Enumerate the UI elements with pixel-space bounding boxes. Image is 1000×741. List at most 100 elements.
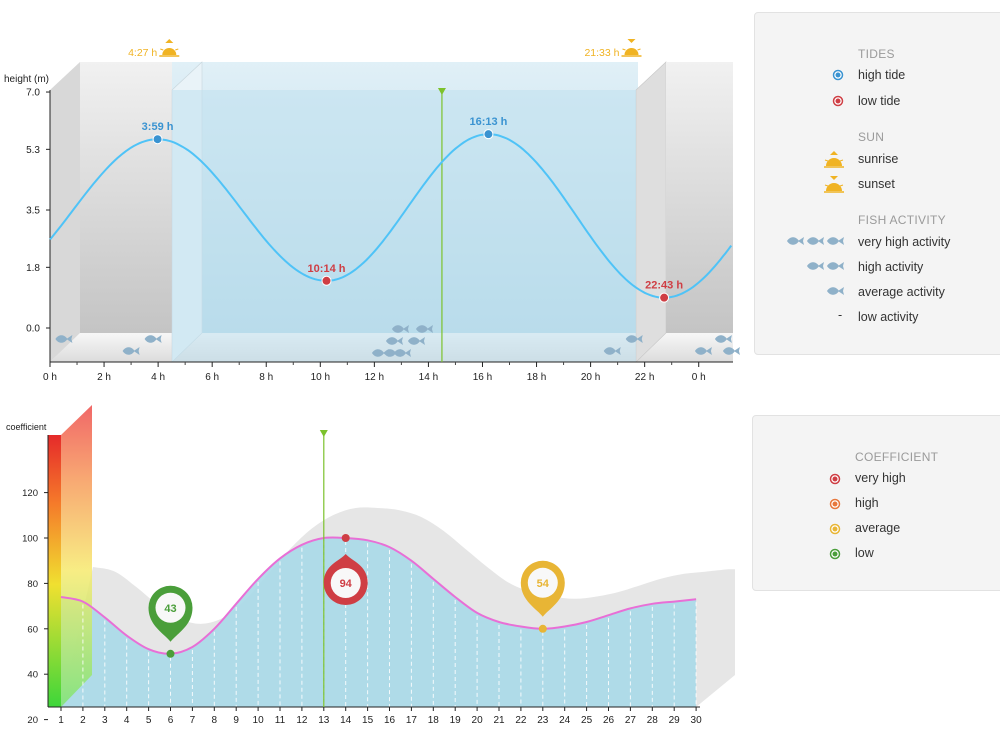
coef-y-tick-label: 80 bbox=[27, 579, 38, 590]
legend-tides-title: TIDES bbox=[858, 47, 895, 61]
very-high-dot-icon bbox=[829, 473, 841, 485]
coef-x-tick-label: 26 bbox=[603, 715, 615, 726]
current-time-arrow bbox=[437, 88, 446, 95]
coefficient-area bbox=[61, 537, 697, 707]
fish-icon bbox=[722, 347, 740, 355]
fish-very-high-icon bbox=[787, 237, 844, 245]
sunrise-icon bbox=[824, 151, 844, 168]
tide-x-tick-label: 22 h bbox=[635, 372, 654, 383]
night-zone-evening-back bbox=[666, 62, 733, 333]
sunset-icon bbox=[621, 39, 642, 57]
coef-pin: 94 bbox=[323, 554, 368, 605]
sunset-marker: 21:33 h bbox=[584, 39, 642, 59]
legend-low-tide: low tide bbox=[858, 94, 901, 108]
high-tide-label: 16:13 h bbox=[469, 116, 507, 128]
legend-very-high: very high bbox=[855, 471, 906, 485]
coef-x-tick-label: 15 bbox=[362, 715, 374, 726]
high-tide-point bbox=[483, 129, 494, 140]
night-zone-evening bbox=[635, 61, 667, 363]
fish-icon bbox=[55, 335, 73, 343]
tide-y-tick-label: 7.0 bbox=[26, 88, 40, 99]
coef-x-tick-label: 30 bbox=[691, 715, 703, 726]
coef-x-tick-label: 5 bbox=[146, 715, 152, 726]
legend-low: low bbox=[855, 546, 874, 560]
fish-average-icon bbox=[827, 287, 844, 295]
coef-y-tick-label: 120 bbox=[22, 488, 38, 499]
coef-x-tick-label: 13 bbox=[318, 715, 330, 726]
coef-x-tick-label: 29 bbox=[669, 715, 681, 726]
average-dot-icon bbox=[829, 523, 841, 535]
tide-y-tick-label: 1.8 bbox=[26, 263, 40, 274]
night-zone-morning-back bbox=[80, 62, 172, 333]
tide-daylight-front bbox=[172, 90, 636, 362]
fish-icon bbox=[371, 349, 389, 357]
high-tide-icon bbox=[832, 69, 844, 81]
coef-x-tick-label: 2 bbox=[80, 715, 86, 726]
coef-pin-inner bbox=[330, 568, 361, 598]
fish-icon bbox=[603, 347, 621, 355]
tide-legend: TIDES high tide low tide SUN sunrise sun… bbox=[754, 12, 1000, 355]
sunset-time-label: 21:33 h bbox=[584, 47, 619, 59]
tide-y-tick-label: 3.5 bbox=[26, 206, 40, 217]
tide-x-tick-label: 10 h bbox=[311, 372, 330, 383]
legend-sun-title: SUN bbox=[858, 130, 885, 144]
fish-icon bbox=[383, 349, 401, 357]
coef-y-axis: 20 40 60 80 100 120 bbox=[22, 488, 48, 726]
coef-x-tick-label: 6 bbox=[168, 715, 174, 726]
tide-chart: 7.0 5.3 3.5 1.8 0.0 height (m) 0 h 2 h 4 h 6 h 8… bbox=[4, 39, 740, 383]
fish-activity-markers bbox=[55, 325, 740, 357]
fish-icon bbox=[122, 347, 140, 355]
coef-x-tick-label: 16 bbox=[384, 715, 396, 726]
current-time-marker bbox=[437, 88, 446, 362]
legend-low-activity-symbol: - bbox=[838, 308, 843, 322]
sunrise-time-label: 4:27 h bbox=[128, 47, 157, 59]
tide-x-tick-label: 8 h bbox=[259, 372, 273, 383]
low-tide-label: 10:14 h bbox=[308, 263, 346, 275]
coef-x-tick-label: 27 bbox=[625, 715, 637, 726]
coef-x-tick-label: 14 bbox=[340, 715, 352, 726]
current-day-marker bbox=[319, 430, 328, 707]
fish-icon bbox=[385, 337, 403, 345]
legend-average-activity: average activity bbox=[858, 285, 945, 299]
coef-x-tick-label: 8 bbox=[212, 715, 218, 726]
tide-extremes: 3:59 h 10:14 h 16:13 h 22:43 h bbox=[142, 116, 683, 303]
coef-x-tick-label: 28 bbox=[647, 715, 659, 726]
coefficient-markers: 43 94 54 bbox=[148, 534, 565, 658]
coef-x-tick-label: 4 bbox=[124, 715, 130, 726]
coefficient-day-gridlines bbox=[82, 541, 697, 707]
fish-icon bbox=[144, 335, 162, 343]
coef-marker-dot bbox=[166, 649, 175, 658]
coef-marker-dot bbox=[341, 534, 350, 542]
tide-y-tick-label: 0.0 bbox=[26, 324, 40, 335]
coef-pin-label: 94 bbox=[340, 578, 353, 590]
low-tide-label: 22:43 h bbox=[645, 280, 683, 292]
fish-icon bbox=[694, 347, 712, 355]
legend-high-activity: high activity bbox=[858, 260, 924, 274]
coef-y-axis-title: coefficient bbox=[6, 422, 47, 432]
low-tide-icon bbox=[832, 95, 844, 107]
tide-y-tick-label: 5.3 bbox=[26, 145, 40, 156]
legend-sunrise: sunrise bbox=[858, 152, 899, 166]
coef-x-tick-label: 24 bbox=[559, 715, 571, 726]
legend-coefficient-title: COEFFICIENT bbox=[855, 450, 939, 464]
coef-pin-inner bbox=[155, 592, 186, 623]
legend-sunset: sunset bbox=[858, 177, 895, 191]
coef-x-tick-label: 1 bbox=[58, 715, 64, 726]
legend-fish-title: FISH ACTIVITY bbox=[858, 213, 946, 227]
coefficient-scale-side bbox=[61, 405, 92, 707]
tide-x-tick-label: 0 h bbox=[43, 372, 57, 383]
tide-x-axis: 0 h 2 h 4 h 6 h 8 h 10 h 12 h 14 h 16 h 18 h 20 h 2… bbox=[43, 362, 706, 383]
coef-x-tick-label: 21 bbox=[493, 715, 505, 726]
sunrise-icon bbox=[159, 39, 180, 57]
coef-x-tick-label: 20 bbox=[472, 715, 484, 726]
coef-pin: 43 bbox=[148, 585, 193, 642]
coef-pin: 54 bbox=[520, 560, 565, 617]
low-dot-icon bbox=[829, 548, 841, 560]
coef-marker-dot bbox=[538, 624, 547, 633]
coef-pin-inner bbox=[527, 567, 558, 598]
low-tide-point bbox=[659, 292, 670, 303]
coef-x-tick-label: 7 bbox=[190, 715, 196, 726]
fish-icon bbox=[714, 335, 732, 343]
fish-icon bbox=[625, 335, 643, 343]
